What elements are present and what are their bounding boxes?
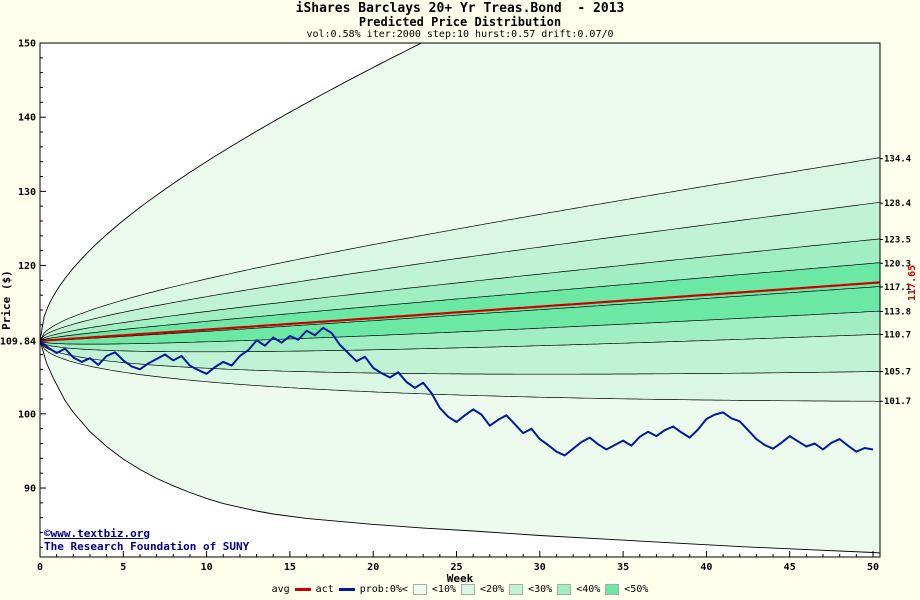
quantile-line	[40, 286, 880, 342]
quantile-end-label: 123.5	[884, 236, 911, 246]
legend-band-swatch-40	[557, 584, 572, 595]
x-axis-title: Week	[446, 572, 474, 585]
legend-band-label-30: <30%	[528, 584, 553, 595]
legend-band-swatch-30	[509, 584, 524, 595]
axis-ticks: 0 5 10 15 20 25 30 35 40 45 50 90 100 120 130 140 150 109…	[0, 39, 918, 574]
probability-band	[40, 334, 880, 375]
mean-end-label: 117.65	[907, 265, 918, 301]
legend-band-label-20: <20%	[480, 584, 505, 595]
quantile-line	[40, 340, 880, 554]
probability-band	[40, 262, 880, 341]
x-tick-label: 20	[367, 562, 379, 573]
quantile-line	[40, 201, 880, 342]
legend-avg-line-swatch	[294, 588, 311, 591]
x-tick-label: 30	[534, 562, 546, 573]
legend-band-swatch-10	[412, 584, 427, 595]
probability-band	[40, 340, 880, 402]
actual-line	[40, 326, 874, 457]
legend-band-label-50: <50%	[624, 584, 649, 595]
avg-line	[40, 281, 880, 342]
legend-act-label: act	[315, 584, 334, 595]
quantile-end-label: 105.7	[884, 368, 911, 378]
plot-border	[39, 42, 881, 558]
fan-bands	[40, 43, 880, 553]
quantile-lines	[40, 43, 880, 554]
quantile-line	[40, 157, 880, 342]
probability-band	[40, 238, 880, 341]
probability-band	[40, 157, 880, 341]
x-tick-label: 5	[120, 562, 126, 573]
quantile-line	[40, 333, 880, 353]
quantile-end-label: 120.3	[884, 259, 911, 269]
quantile-line	[40, 310, 880, 345]
quantile-line	[40, 262, 880, 342]
quantile-end-label: 101.7	[884, 397, 911, 407]
legend-band-swatch-50	[605, 584, 620, 595]
chart-subtitle: Predicted Price Distribution	[358, 15, 562, 29]
x-tick-label: 45	[784, 562, 796, 573]
y-tick-label: 150	[18, 39, 36, 50]
x-tick-label: 50	[867, 562, 879, 573]
probability-band	[40, 202, 880, 341]
x-tick-label: 40	[700, 562, 712, 573]
quantile-line	[40, 238, 880, 342]
y-axis-title: Price ($)	[0, 270, 13, 330]
quantile-end-label: 113.8	[884, 307, 911, 317]
y-tick-label: 130	[18, 187, 36, 198]
quantile-end-label: 110.7	[884, 330, 911, 340]
y-tick-label: 120	[18, 261, 36, 272]
probability-band	[40, 43, 880, 341]
quantile-end-label: 117.1	[884, 283, 911, 293]
legend-prob-label: prob:0%<	[359, 584, 408, 595]
chart-params: vol:0.58% iter:2000 step:10 hurst:0.57 d…	[306, 29, 614, 40]
y-tick-label: 90	[24, 484, 36, 495]
probability-band	[40, 340, 880, 553]
x-tick-label: 15	[284, 562, 296, 573]
chart-header: iShares Barclays 20+ Yr Treas.Bond - 201…	[0, 1, 920, 41]
x-tick-label: 0	[37, 562, 43, 573]
legend: avg act prob:0%< <10% <20% <30% <40% <50…	[0, 584, 920, 595]
y-tick-label: 100	[18, 409, 36, 420]
x-tick-label: 10	[201, 562, 213, 573]
x-tick-label: 35	[617, 562, 629, 573]
watermark-link[interactable]: ©www.textbiz.org	[44, 527, 150, 540]
quantile-line	[40, 43, 423, 341]
legend-band-swatch-20	[461, 584, 475, 595]
quantile-line	[40, 340, 880, 375]
quantile-end-label: 134.4	[884, 155, 912, 165]
legend-avg-label: avg	[271, 584, 290, 595]
legend-band-label-40: <40%	[576, 584, 601, 595]
x-tick-label: 25	[450, 562, 462, 573]
chart-title: iShares Barclays 20+ Yr Treas.Bond - 201…	[295, 1, 625, 16]
quantile-end-label: 128.4	[884, 199, 912, 209]
legend-act-line-swatch	[338, 588, 355, 591]
legend-band-label-10: <10%	[431, 584, 456, 595]
start-price-label: 109.84	[0, 336, 36, 347]
quantile-line	[40, 340, 880, 402]
watermark-org: The Research Foundation of SUNY	[44, 540, 250, 553]
y-tick-label: 140	[18, 113, 36, 124]
